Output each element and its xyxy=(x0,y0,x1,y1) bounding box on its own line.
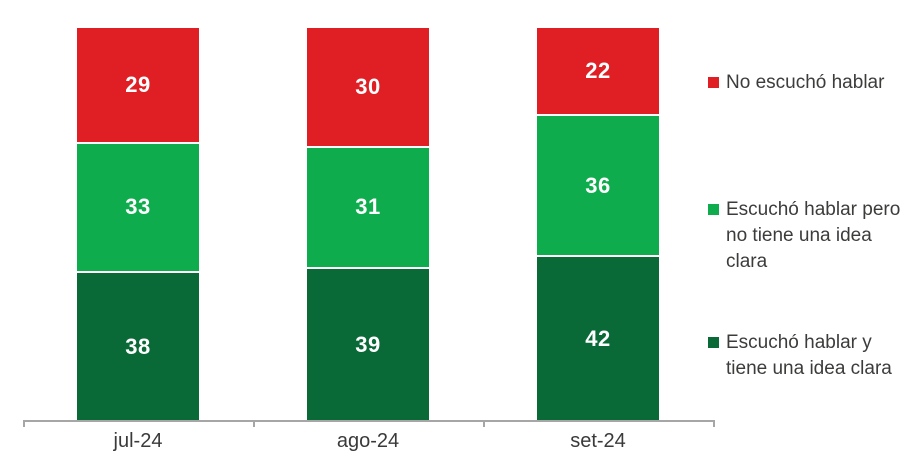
x-axis-label-jul-24: jul-24 xyxy=(113,430,163,452)
bar-value-label: 39 xyxy=(355,331,381,357)
legend-color-square-icon xyxy=(708,337,719,348)
bar-value-label: 33 xyxy=(125,194,151,220)
x-axis-label-ago-24: ago-24 xyxy=(336,430,400,452)
bar-segment: 42 xyxy=(537,255,659,420)
legend-label: No escuchó hablar xyxy=(726,72,885,93)
bar-value-label: 29 xyxy=(125,71,151,97)
x-axis-tick xyxy=(253,420,255,427)
legend-label: Escuchó hablar y tiene una idea clara xyxy=(726,332,892,379)
legend-item: Escuchó hablar y tiene una idea clara xyxy=(708,330,904,382)
legend-label: Escuchó hablar pero no tiene una idea cl… xyxy=(726,199,901,272)
x-axis-tick xyxy=(483,420,485,427)
stacked-bar-ago-24: 30 31 39 xyxy=(307,28,429,420)
x-axis-label-set-24: set-24 xyxy=(570,430,626,452)
legend-item: No escuchó hablar xyxy=(708,70,904,96)
bar-segment: 33 xyxy=(77,141,199,272)
bar-value-label: 36 xyxy=(585,172,611,198)
legend-color-square-icon xyxy=(708,204,719,215)
bar-value-label: 38 xyxy=(125,333,151,359)
legend-item: Escuchó hablar pero no tiene una idea cl… xyxy=(708,197,904,275)
bar-value-label: 42 xyxy=(585,325,611,351)
legend: No escuchó hablar Escuchó hablar pero no … xyxy=(708,0,918,469)
bar-segment: 31 xyxy=(307,145,429,268)
bar-value-label: 22 xyxy=(585,58,611,84)
bar-value-label: 30 xyxy=(355,73,381,99)
bar-segment: 22 xyxy=(537,28,659,115)
x-axis-tick xyxy=(713,420,715,427)
x-axis-tick xyxy=(23,420,25,427)
bar-segment: 39 xyxy=(307,267,429,420)
stacked-bar-set-24: 22 36 42 xyxy=(537,28,659,420)
x-axis-line xyxy=(23,420,713,422)
plot-area: 29 33 38 30 31 39 22 36 42 jul-24 ago-24 set-24 xyxy=(23,0,715,469)
bar-segment: 29 xyxy=(77,28,199,142)
bar-segment: 30 xyxy=(307,28,429,146)
bar-segment: 38 xyxy=(77,271,199,420)
legend-color-square-icon xyxy=(708,77,719,88)
bar-value-label: 31 xyxy=(355,194,381,220)
bar-segment: 36 xyxy=(537,114,659,256)
stacked-bar-jul-24: 29 33 38 xyxy=(77,28,199,420)
